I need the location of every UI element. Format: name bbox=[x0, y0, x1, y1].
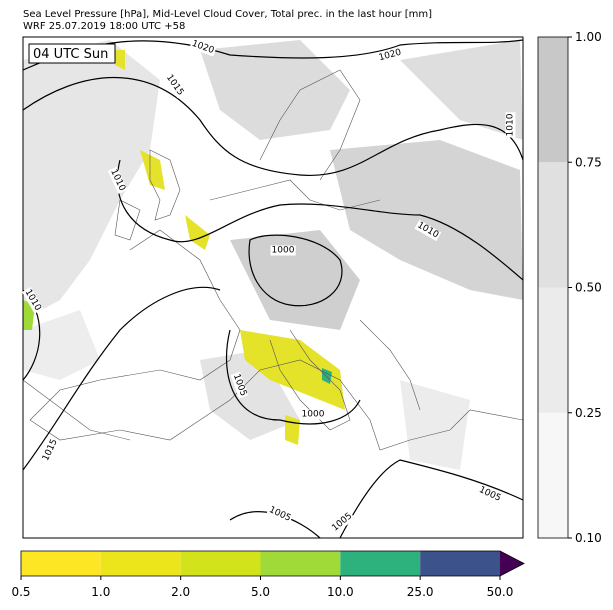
precip-colorbar-box bbox=[260, 551, 341, 576]
precip-colorbar-label: 25.0 bbox=[407, 585, 434, 599]
isobar-label-bg bbox=[414, 219, 442, 242]
cloud-colorbar-label: 0.25 bbox=[575, 406, 602, 420]
time-annotation: 04 UTC Sun bbox=[33, 47, 108, 62]
precip-colorbar-box bbox=[21, 551, 101, 576]
precip-colorbar-box bbox=[420, 551, 500, 576]
cloud-colorbar-box bbox=[538, 287, 568, 413]
title: Sea Level Pressure [hPa], Mid-Level Clou… bbox=[23, 9, 432, 20]
map-panel: 04 UTC Sun bbox=[22, 36, 524, 539]
isobar-label-bg bbox=[230, 371, 249, 399]
precip-colorbar-label: 1.0 bbox=[91, 585, 110, 599]
isobars bbox=[23, 39, 523, 538]
isobar-label-bg bbox=[40, 436, 61, 464]
cloud-colorbar-label: 1.00 bbox=[575, 30, 602, 44]
precip-colorbar-label: 2.0 bbox=[171, 585, 190, 599]
isobar-label: 1000 bbox=[272, 246, 295, 256]
precip-colorbar-label: 50.0 bbox=[487, 585, 514, 599]
isobar-label-bg bbox=[22, 286, 44, 314]
precip-colorbar-label: 10.0 bbox=[327, 585, 354, 599]
precip-colorbar-box bbox=[100, 551, 181, 576]
annotation-box bbox=[28, 43, 116, 64]
isobar-label-bg bbox=[300, 409, 326, 420]
isobar-label-bg bbox=[189, 38, 217, 57]
isobar-label-bg bbox=[163, 72, 186, 99]
subtitle: WRF 25.07.2019 18:00 UTC +58 bbox=[23, 21, 185, 32]
cloud-colorbar-box bbox=[538, 37, 568, 163]
isobar-label: 1010 bbox=[506, 113, 516, 136]
coastlines bbox=[23, 69, 523, 451]
isobar-label-bg bbox=[505, 112, 516, 138]
cloud-colorbar-label: 0.75 bbox=[575, 155, 602, 169]
isobar-label-bg bbox=[107, 166, 128, 194]
isobar-label-bg bbox=[270, 245, 296, 256]
precip-colorbar-extend bbox=[500, 551, 524, 576]
cloud-colorbar-box bbox=[538, 162, 568, 288]
precip-colorbar-box bbox=[180, 551, 261, 576]
isobar-label-bg bbox=[376, 47, 404, 64]
cloud-colorbar-box bbox=[538, 412, 568, 538]
map-frame bbox=[22, 36, 524, 539]
precip-colorbar-label: 5.0 bbox=[251, 585, 270, 599]
isobar-label-bg bbox=[266, 504, 294, 525]
isobar-label-bg bbox=[329, 510, 356, 535]
cloud-colorbar-label: 0.50 bbox=[575, 281, 602, 295]
precip-colorbar-frame bbox=[20, 550, 525, 577]
precip-areas bbox=[23, 50, 345, 445]
precip-colorbar-box bbox=[340, 551, 421, 576]
cloud-colorbar-label: 0.10 bbox=[575, 531, 602, 545]
isobar-label-bg bbox=[476, 484, 504, 505]
precip-colorbar-label: 0.5 bbox=[11, 585, 30, 599]
isobar-label: 1000 bbox=[302, 410, 325, 420]
